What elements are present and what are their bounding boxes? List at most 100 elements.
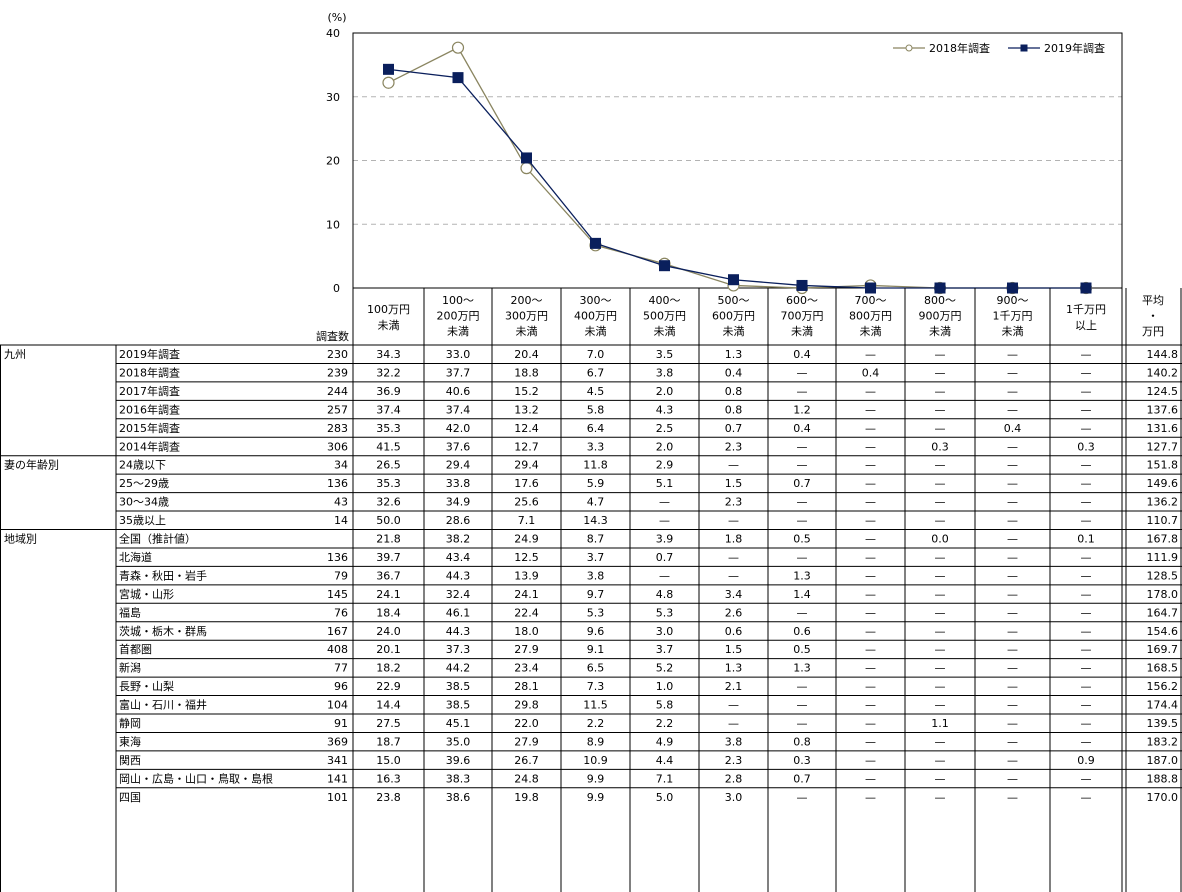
row-label-1-0: 24歳以下 [119, 459, 166, 472]
cell-2-10-8: 1.1 [931, 717, 949, 730]
cell-1-0-0: 26.5 [376, 459, 401, 472]
cell-1-0-10: — [1081, 459, 1092, 472]
cell-1-3-10: — [1081, 514, 1092, 527]
cell-2-8-2: 28.1 [514, 680, 539, 693]
cell-0-1-2: 18.8 [514, 366, 539, 379]
cell-2-11-6: 0.8 [793, 735, 811, 748]
cell-2-10-10: — [1081, 717, 1092, 730]
cell-2-8-4: 1.0 [656, 680, 674, 693]
cell-2-1-10: — [1081, 551, 1092, 564]
col-header-8-1: 900万円 [919, 310, 962, 323]
cell-2-2-7: — [865, 569, 876, 582]
cell-1-0-5: — [728, 459, 739, 472]
cell-2-0-7: — [865, 533, 876, 546]
y-tick-10: 10 [326, 218, 340, 231]
col-header-10-1: 以上 [1075, 319, 1097, 332]
cell-1-3-0: 50.0 [376, 514, 401, 527]
cell-0-3-2: 13.2 [514, 403, 539, 416]
row-n-0-4: 283 [327, 422, 348, 435]
cell-2-5-8: — [935, 625, 946, 638]
row-label-2-1: 北海道 [119, 550, 152, 564]
col-header-1-1: 200万円 [437, 310, 480, 323]
cell-2-10-9: — [1007, 717, 1018, 730]
cell-2-1-7: — [865, 551, 876, 564]
cell-2-8-3: 7.3 [587, 680, 605, 693]
cell-2-7-4: 5.2 [656, 662, 674, 675]
cell-2-9-5: — [728, 699, 739, 712]
cell-1-2-2: 25.6 [514, 496, 539, 509]
cell-1-0-4: 2.9 [656, 459, 674, 472]
cell-0-2-3: 4.5 [587, 385, 605, 398]
cell-2-5-7: — [865, 625, 876, 638]
cell-2-5-4: 3.0 [656, 625, 674, 638]
cell-2-3-10: — [1081, 588, 1092, 601]
cell-2-0-4: 3.9 [656, 533, 674, 546]
cell-2-13-8: — [935, 772, 946, 785]
cell-2-9-7: — [865, 699, 876, 712]
cell-0-2-9: — [1007, 385, 1018, 398]
cell-2-13-2: 24.8 [514, 772, 539, 785]
cell-0-0-2: 20.4 [514, 348, 539, 361]
row-n-2-5: 167 [327, 625, 348, 638]
cell-2-7-0: 18.2 [376, 662, 401, 675]
row-avg-2-2: 128.5 [1147, 569, 1179, 582]
row-avg-1-3: 110.7 [1147, 514, 1179, 527]
cell-2-14-7: — [865, 791, 876, 804]
cell-2-14-10: — [1081, 791, 1092, 804]
point-1-2 [521, 152, 532, 164]
cell-2-11-7: — [865, 735, 876, 748]
survey-count-header: 調査数 [316, 329, 349, 343]
row-label-2-9: 富山・石川・福井 [119, 698, 207, 712]
row-label-2-6: 首都圏 [119, 642, 152, 656]
cell-0-1-5: 0.4 [725, 366, 743, 379]
group-label-0: 九州 [4, 348, 26, 361]
legend: 2018年調査 2019年調査 [893, 41, 1105, 55]
cell-0-5-4: 2.0 [656, 440, 674, 453]
row-n-2-7: 77 [334, 662, 348, 675]
point-0-1 [451, 41, 465, 54]
group-label-1: 妻の年齢別 [4, 458, 59, 472]
cell-2-9-1: 38.5 [446, 699, 471, 712]
row-label-0-1: 2018年調査 [119, 365, 180, 379]
cell-2-6-2: 27.9 [514, 643, 539, 656]
cell-1-2-8: — [935, 496, 946, 509]
cell-2-14-2: 19.8 [514, 791, 539, 804]
row-label-0-3: 2016年調査 [119, 402, 180, 416]
cell-2-8-0: 22.9 [376, 680, 401, 693]
cell-0-5-7: — [865, 440, 876, 453]
cell-1-3-1: 28.6 [446, 514, 471, 527]
cell-2-4-9: — [1007, 606, 1018, 619]
cell-0-5-0: 41.5 [376, 440, 401, 453]
row-avg-2-10: 139.5 [1147, 717, 1179, 730]
row-label-0-2: 2017年調査 [119, 384, 180, 398]
cell-0-3-7: — [865, 403, 876, 416]
point-1-3 [590, 237, 601, 249]
legend-marker-0 [905, 44, 913, 52]
cell-2-2-10: — [1081, 569, 1092, 582]
cell-2-11-9: — [1007, 735, 1018, 748]
cell-2-3-5: 3.4 [725, 588, 743, 601]
row-label-1-3: 35歳以上 [119, 514, 166, 527]
cell-2-6-1: 37.3 [446, 643, 471, 656]
legend-label-0: 2018年調査 [929, 41, 990, 55]
row-avg-0-5: 127.7 [1147, 440, 1179, 453]
cell-0-2-6: — [797, 385, 808, 398]
cell-2-7-8: — [935, 662, 946, 675]
cell-2-2-6: 1.3 [793, 569, 811, 582]
cell-1-3-3: 14.3 [583, 514, 608, 527]
cell-1-1-9: — [1007, 477, 1018, 490]
cell-1-2-3: 4.7 [587, 496, 605, 509]
row-n-1-0: 34 [334, 459, 348, 472]
row-n-1-1: 136 [327, 477, 348, 490]
cell-2-6-4: 3.7 [656, 643, 674, 656]
cell-2-9-3: 11.5 [583, 699, 608, 712]
cell-2-7-2: 23.4 [514, 662, 539, 675]
cell-2-10-4: 2.2 [656, 717, 674, 730]
point-1-8 [934, 282, 946, 294]
cell-2-10-5: — [728, 717, 739, 730]
cell-1-2-1: 34.9 [446, 496, 471, 509]
cell-0-4-0: 35.3 [376, 422, 401, 435]
row-n-0-3: 257 [327, 403, 348, 416]
cell-2-12-6: 0.3 [793, 754, 811, 767]
col-header-7-0: 700～ [855, 294, 887, 307]
